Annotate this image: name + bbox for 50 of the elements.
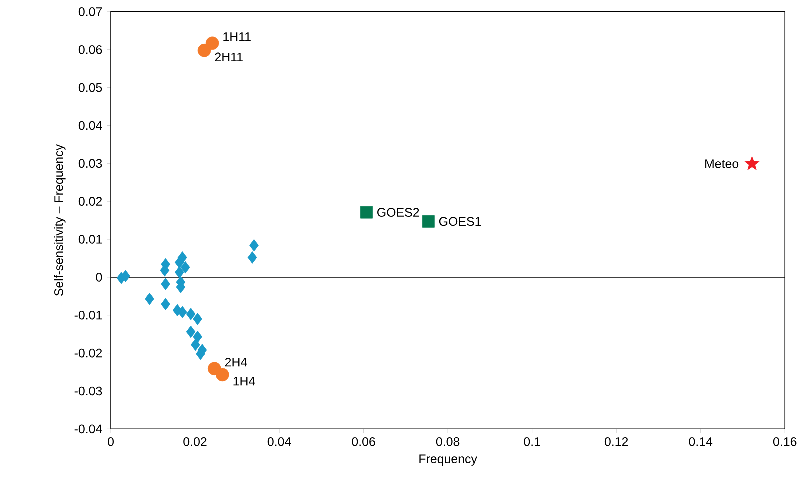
point [744, 156, 760, 171]
y-tick-label: 0.04 [78, 121, 102, 130]
y-tick-label: 0.05 [78, 83, 102, 92]
x-tick-label: 0.08 [436, 438, 460, 446]
annotation: Meteo [706, 160, 739, 168]
point [216, 368, 230, 382]
point [174, 256, 184, 269]
point [191, 338, 200, 352]
point [198, 44, 212, 58]
point [145, 292, 154, 306]
point [248, 252, 258, 264]
point [422, 216, 435, 228]
point [180, 261, 190, 274]
x-tick-label: 0.02 [184, 438, 207, 446]
y-tick-label: -0.02 [74, 348, 102, 358]
x-axis-title: Frequency [420, 454, 478, 466]
y-tick-label: -0.01 [74, 311, 102, 320]
y-axis-title: Self-sensitivity – Frequency [54, 144, 66, 296]
point [161, 298, 170, 311]
x-tick-label: 0.06 [352, 438, 376, 446]
x-tick-label: 0.1 [524, 438, 540, 446]
point [121, 270, 130, 283]
x-tick-label: 0.12 [604, 438, 628, 446]
point [186, 308, 196, 320]
point [174, 266, 184, 279]
point [250, 239, 259, 252]
y-tick-label: 0.06 [78, 46, 102, 54]
annotation: GOES1 [439, 217, 482, 226]
point [161, 278, 170, 290]
x-tick-label: 0.14 [689, 438, 713, 446]
annotation: 2H11 [215, 52, 243, 62]
annotation: GOES2 [378, 208, 420, 218]
point [360, 206, 373, 219]
y-tick-label: 0.03 [78, 159, 102, 168]
point [186, 326, 196, 338]
x-tick-label: 0.16 [773, 438, 797, 446]
y-tick-label: 0.01 [78, 235, 102, 244]
point [193, 313, 202, 326]
y-tick-label: 0.07 [78, 8, 102, 16]
y-tick-label: -0.04 [74, 424, 102, 434]
point [193, 330, 202, 344]
annotation: 1H4 [234, 377, 256, 386]
y-tick-label: 0.02 [78, 197, 102, 206]
y-tick-label: -0.03 [74, 386, 102, 396]
y-tick-label: 0 [96, 273, 102, 282]
x-tick-label: 0 [108, 438, 114, 446]
annotation: 1H11 [224, 32, 251, 42]
point [178, 306, 188, 319]
annotation: 2H4 [225, 358, 248, 367]
x-tick-label: 0.04 [268, 438, 292, 446]
